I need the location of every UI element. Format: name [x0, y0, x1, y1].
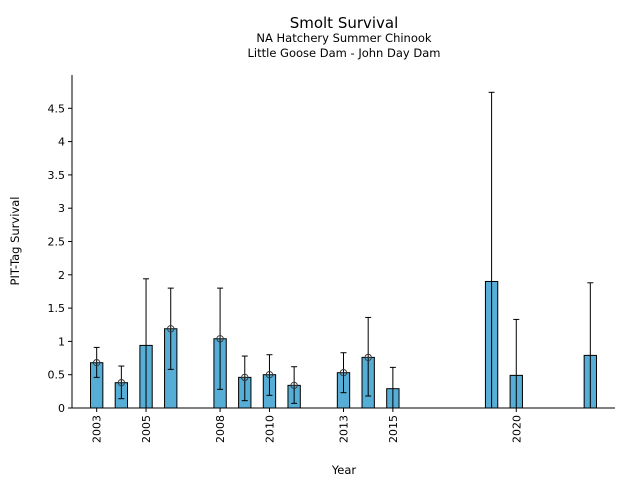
x-tick-label: 2008: [214, 415, 227, 443]
y-tick-label: 3: [58, 202, 65, 215]
y-axis-label: PIT-Tag Survival: [8, 197, 22, 286]
chart-title: Smolt Survival: [290, 14, 399, 32]
chart-subtitle-1: NA Hatchery Summer Chinook: [256, 31, 432, 45]
y-tick-label: 4: [58, 136, 65, 149]
y-tick-label: 0: [58, 402, 65, 415]
x-tick-label: 2005: [140, 415, 153, 443]
y-tick-label: 3.5: [48, 169, 66, 182]
y-tick-label: 2: [58, 269, 65, 282]
y-tick-label: 1: [58, 335, 65, 348]
y-tick-label: 1.5: [48, 302, 66, 315]
x-tick-label: 2003: [91, 415, 104, 443]
y-tick-label: 2.5: [48, 236, 66, 249]
y-tick-label: 4.5: [48, 102, 66, 115]
x-tick-label: 2010: [263, 415, 276, 443]
y-tick-label: 0.5: [48, 369, 66, 382]
x-axis-label: Year: [331, 463, 357, 477]
x-tick-label: 2013: [338, 415, 351, 443]
x-tick-label: 2020: [510, 415, 523, 443]
chart-subtitle-2: Little Goose Dam - John Day Dam: [248, 46, 441, 60]
x-tick-label: 2015: [387, 415, 400, 443]
